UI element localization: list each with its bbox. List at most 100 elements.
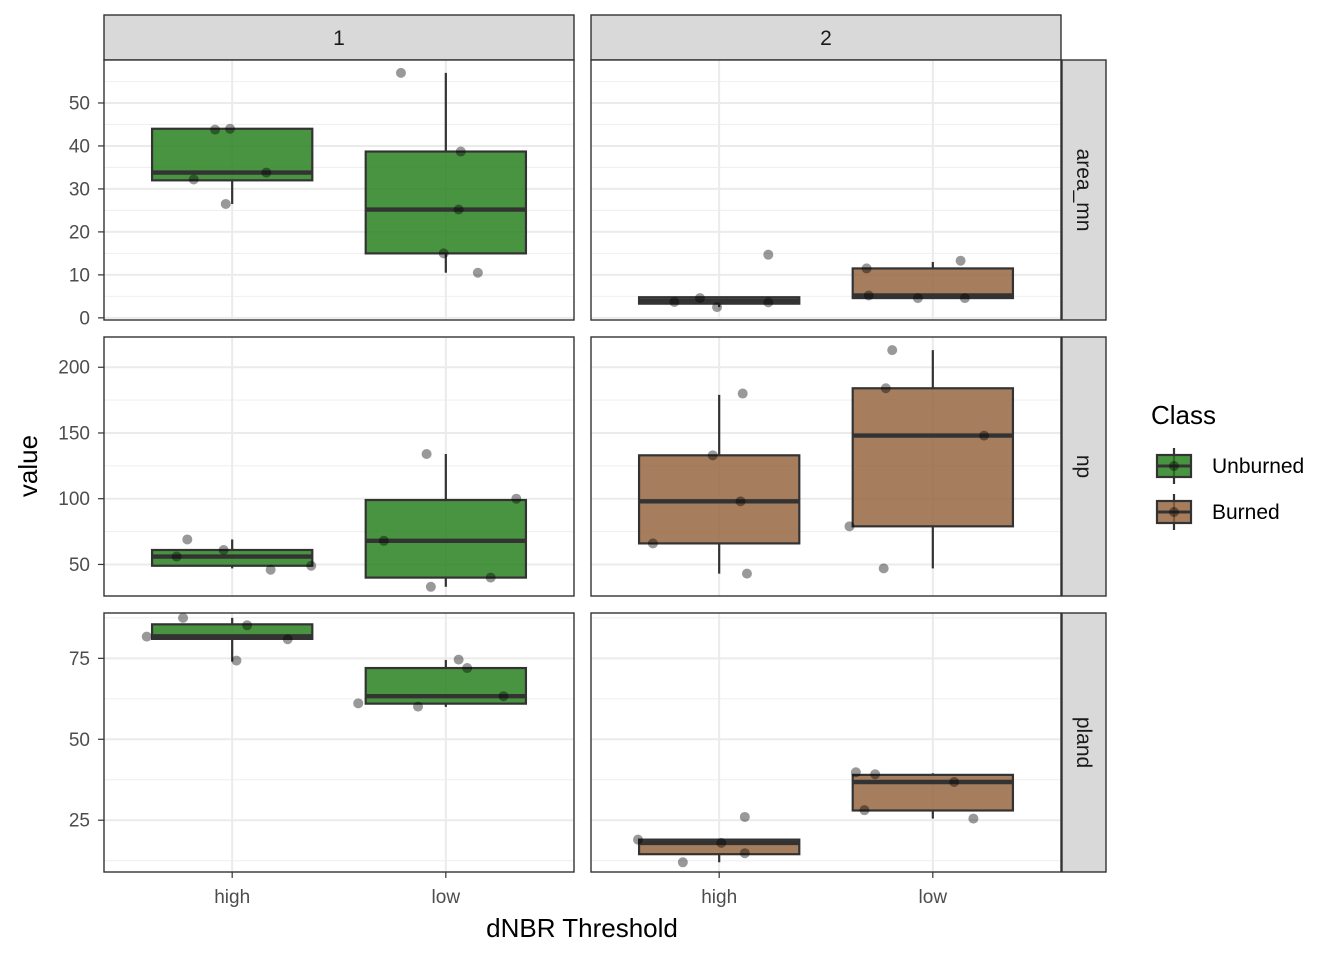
legend-key-point [1169,507,1179,517]
x-tick-label: low [432,887,461,908]
data-point [861,263,872,274]
box-iqr [364,150,528,255]
data-point [282,634,293,645]
data-point [850,767,861,778]
data-point [455,146,466,157]
y-tick-label: 50 [69,555,90,576]
x-axis-title: dNBR Threshold [486,913,678,943]
box-high [150,534,317,575]
data-point [378,535,389,546]
y-axis-title: value [13,435,43,497]
panel-border [590,612,1062,873]
panel-border [103,59,575,321]
legend-key-point [1169,461,1179,471]
data-point [220,198,231,209]
box-low [851,255,1015,304]
y-tick-label: 20 [69,222,90,243]
data-point [395,67,406,78]
data-point [716,837,727,848]
data-point [887,345,898,356]
row-strip [1061,336,1107,597]
data-point [741,568,752,579]
box-high [637,388,801,579]
y-tick-label: 100 [58,489,90,510]
legend-keys [1155,448,1193,530]
data-point [739,811,750,822]
y-tick-label: 50 [69,730,90,751]
data-point [859,805,870,816]
data-point [739,848,750,859]
data-point [669,296,680,307]
x-tick-label: low [919,887,948,908]
data-point [712,302,723,313]
column-strip [103,14,575,61]
data-point [870,769,881,780]
data-point [188,174,199,185]
panel-background [104,613,574,872]
data-point [353,698,364,709]
data-point [242,620,253,631]
box-low [364,67,528,278]
box-high [633,811,801,868]
data-point [261,167,272,178]
x-tick-label: high [701,887,737,908]
y-tick-label: 200 [58,358,90,379]
row-strip [1061,59,1107,321]
panel-border [590,59,1062,321]
data-point [979,430,990,441]
row-strip [1061,612,1107,873]
data-point [677,857,688,868]
panel-area_mn-1 [103,59,575,321]
data-point [498,691,509,702]
data-point [265,564,276,575]
data-point [210,124,221,135]
data-point [438,248,449,259]
panel-np-1 [103,336,575,597]
legend-title: Class [1151,400,1216,430]
data-point [421,449,432,460]
y-tick-label: 50 [69,93,90,114]
legend-label-burned: Burned [1212,501,1280,524]
y-tick-label: 0 [79,308,90,329]
box-high [637,249,801,313]
legend: Class Unburned Burned [1151,400,1304,530]
row-strip-label: pland [1072,717,1095,768]
panel-pland-2 [590,612,1062,873]
data-point [178,612,189,623]
data-point [633,834,643,845]
box-low [844,345,1015,574]
panel-border [103,612,575,873]
data-point [218,544,229,555]
data-point [462,663,473,674]
data-point [737,388,748,399]
data-point [425,581,436,592]
box-high [150,123,314,209]
plot-layer: 1 2 area_mn 0 10 20 30 40 50 np 50 100 150 200 pland 25… [58,14,1107,908]
data-point [472,267,483,278]
data-point [413,701,424,712]
data-point [647,538,658,549]
y-tick-label: 10 [69,265,90,286]
panel-area_mn-2 [590,59,1062,321]
row-strip-label: area_mn [1072,149,1095,232]
panel-np-2 [590,336,1062,597]
panel-pland-1 [103,612,575,873]
data-point [707,450,718,461]
data-point [968,813,979,824]
box-low [850,767,1015,824]
column-strip-label: 1 [333,27,345,50]
data-point [511,493,522,504]
data-point [225,123,236,134]
column-strip [590,14,1062,61]
data-point [182,534,193,545]
data-point [735,496,746,507]
data-point [485,572,496,583]
legend-label-unburned: Unburned [1212,455,1304,478]
data-point [231,655,242,666]
data-point [141,631,152,642]
y-tick-label: 75 [69,649,90,670]
data-point [694,293,705,304]
data-point [878,563,889,574]
panel-border [103,336,575,597]
